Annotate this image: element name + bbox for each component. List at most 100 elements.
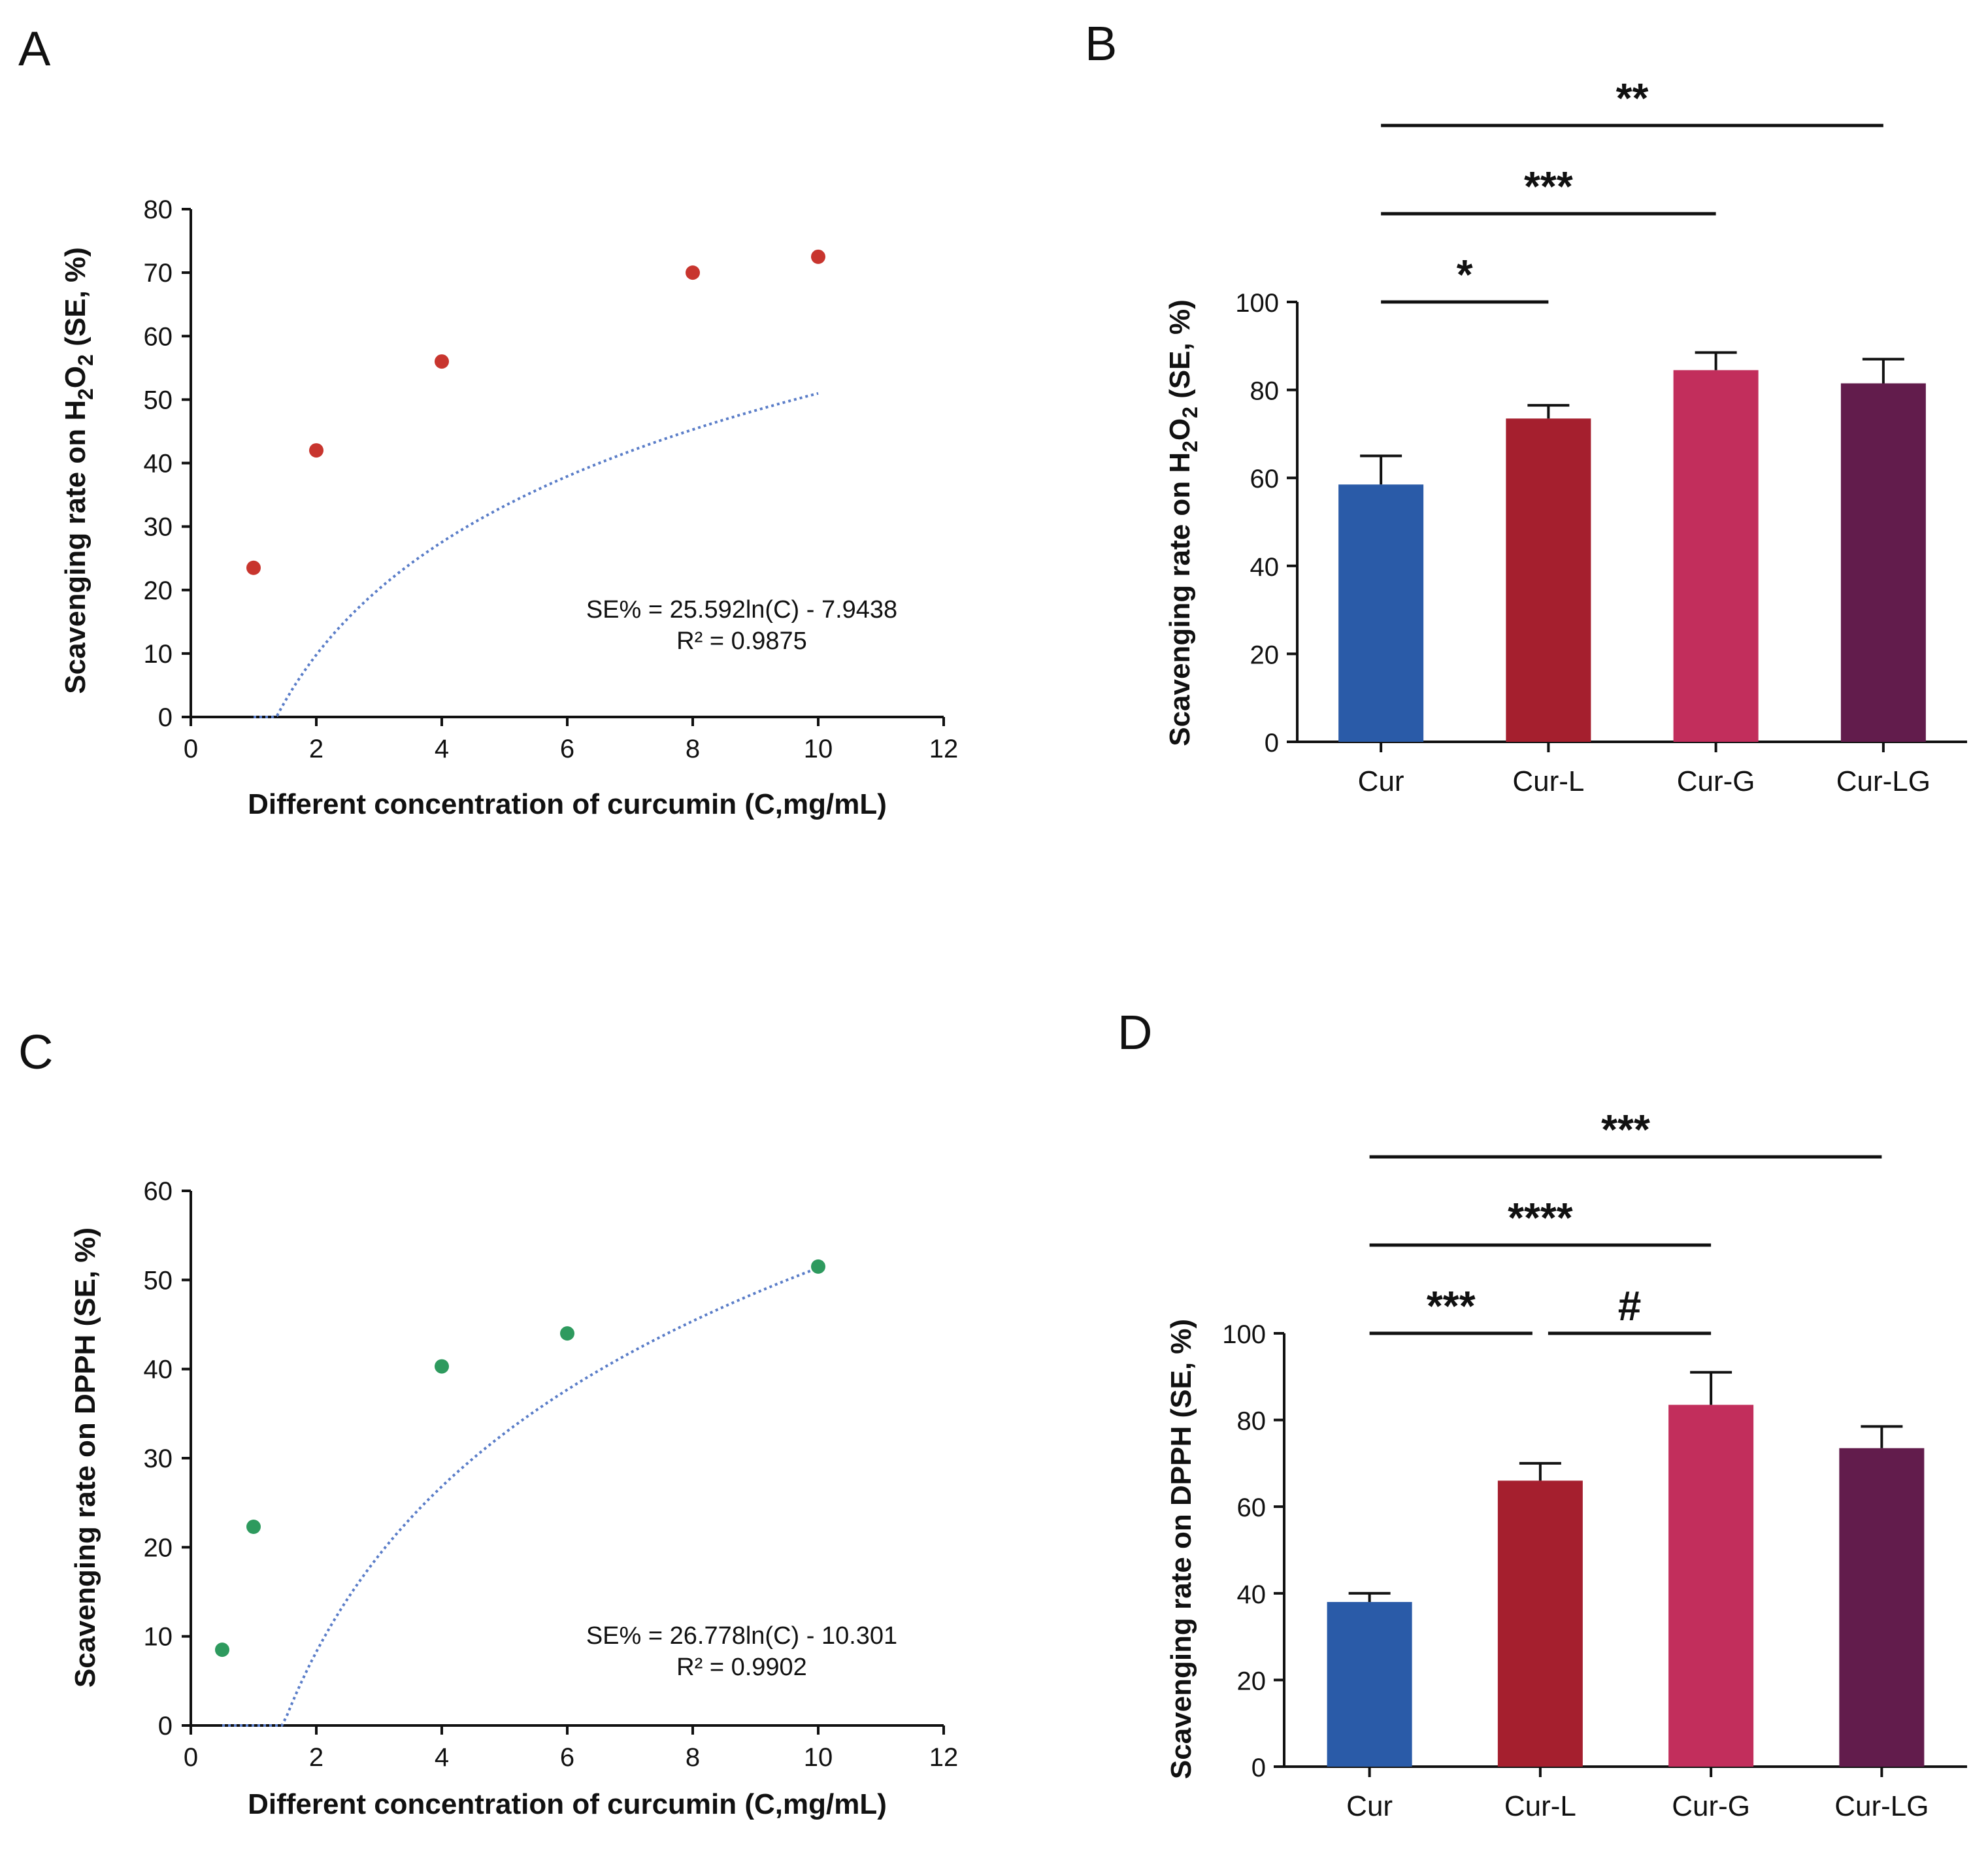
panel-letter: C (18, 1025, 53, 1079)
x-tick-label: Cur-L (1504, 1790, 1576, 1822)
panel-letter: D (1118, 1005, 1152, 1059)
y-axis-label-part: Scavenging rate on H (1164, 452, 1196, 746)
x-tick-label: 2 (309, 735, 323, 763)
y-tick-label: 60 (1250, 465, 1280, 493)
y-axis-label: Scavenging rate on DPPH (SE, %) (69, 1227, 101, 1688)
r-squared: R² = 0.9902 (676, 1654, 807, 1681)
r-squared: R² = 0.9875 (676, 627, 807, 655)
y-axis-label-part: 2 (74, 388, 97, 400)
y-axis-label: Scavenging rate on H2O2 (SE, %) (59, 247, 97, 694)
data-point (309, 443, 323, 458)
y-tick-label: 0 (1251, 1754, 1266, 1782)
x-tick-label: 8 (686, 735, 700, 763)
x-tick-label: 2 (309, 1743, 323, 1772)
x-tick-label: Cur-G (1672, 1790, 1750, 1822)
y-tick-label: 60 (144, 1177, 173, 1206)
x-tick-label: 0 (184, 735, 198, 763)
bar (1498, 1480, 1583, 1767)
y-tick-label: 0 (158, 703, 173, 732)
y-axis-label-part: 2 (74, 354, 97, 366)
y-axis-label-part: 2 (1178, 407, 1202, 418)
data-point (246, 561, 261, 575)
y-axis-label: Scavenging rate on DPPH (SE, %) (1165, 1319, 1197, 1779)
significance-label: *** (1427, 1282, 1476, 1329)
y-tick-label: 20 (1250, 641, 1280, 669)
x-tick-label: 6 (560, 735, 574, 763)
x-tick-label: 12 (929, 735, 959, 763)
y-tick-label: 100 (1235, 289, 1279, 318)
x-tick-label: 12 (929, 1743, 959, 1772)
y-tick-label: 40 (144, 450, 173, 478)
panel-c: C 0 10 20 30 40 50 60 0 2 4 6 8 10 12 SE% = 26.778ln(C)… (18, 1025, 958, 1820)
significance-label: *** (1524, 163, 1573, 210)
bar (1839, 1448, 1924, 1767)
x-tick-label: Cur (1358, 765, 1404, 797)
y-tick-label: 10 (144, 1623, 173, 1652)
significance-label: ** (1616, 75, 1649, 122)
data-point (811, 250, 825, 264)
x-tick-label: 10 (804, 735, 833, 763)
y-tick-label: 80 (144, 195, 173, 224)
y-tick-label: 20 (144, 1533, 173, 1562)
y-tick-label: 100 (1222, 1320, 1266, 1349)
bar (1338, 484, 1423, 742)
y-axis-label-part: Scavenging rate on H (59, 400, 91, 694)
panel-a: A 0 10 20 30 40 50 60 70 80 0 2 4 6 8 10 12 SE% = 25.592l… (18, 22, 958, 820)
bar (1327, 1602, 1412, 1767)
data-point (560, 1326, 574, 1341)
significance-label: * (1457, 251, 1473, 298)
y-tick-label: 40 (144, 1356, 173, 1384)
x-tick-label: 6 (560, 1743, 574, 1772)
y-tick-label: 40 (1237, 1580, 1267, 1609)
figure: A010203040506070800 2 4 6 8 10 12SE% = 25.592l… (0, 0, 1988, 1866)
x-tick-label: Cur (1346, 1790, 1393, 1822)
y-axis-label: Scavenging rate on H2O2 (SE, %) (1164, 299, 1202, 746)
data-point (686, 265, 700, 280)
y-tick-label: 50 (144, 1266, 173, 1295)
y-tick-label: 80 (1237, 1407, 1267, 1436)
significance-label: # (1618, 1282, 1642, 1329)
y-axis-label-part: (SE, %) (59, 247, 91, 354)
y-tick-label: 60 (1237, 1493, 1267, 1522)
y-tick-label: 70 (144, 259, 173, 288)
fit-equation: SE% = 26.778ln(C) - 10.301 (586, 1622, 897, 1650)
x-tick-label: 0 (184, 1743, 198, 1772)
panel-letter: A (18, 22, 51, 76)
data-point (215, 1642, 229, 1657)
y-tick-label: 80 (1250, 377, 1280, 406)
significance-label: *** (1601, 1106, 1650, 1153)
y-tick-label: 0 (158, 1712, 173, 1741)
y-tick-label: 50 (144, 386, 173, 414)
bar (1841, 384, 1926, 742)
panel-letter: B (1085, 16, 1117, 71)
trendline (254, 393, 818, 717)
x-tick-label: Cur-LG (1836, 765, 1930, 797)
x-tick-label: Cur-L (1512, 765, 1584, 797)
bar (1674, 370, 1759, 742)
y-axis-label-part: 2 (1178, 441, 1202, 452)
x-tick-label: Cur-LG (1834, 1790, 1929, 1822)
x-tick-label: 8 (686, 1743, 700, 1772)
x-tick-label: 10 (804, 1743, 833, 1772)
data-point (246, 1520, 261, 1534)
significance-label: **** (1508, 1194, 1573, 1241)
y-tick-label: 30 (144, 513, 173, 542)
bar (1506, 418, 1591, 742)
y-tick-label: 0 (1265, 729, 1279, 758)
x-tick-label: 4 (435, 1743, 449, 1772)
y-axis-label-part: O (1164, 418, 1196, 441)
x-tick-label: 4 (435, 735, 449, 763)
data-point (435, 1359, 449, 1374)
fit-equation: SE% = 25.592ln(C) - 7.9438 (586, 596, 897, 624)
y-tick-label: 20 (1237, 1667, 1267, 1695)
y-tick-label: 60 (144, 322, 173, 351)
bar (1668, 1405, 1753, 1767)
data-point (435, 354, 449, 369)
x-axis-label: Different concentration of curcumin (C,m… (248, 1788, 887, 1820)
y-axis-label-part: O (59, 366, 91, 388)
data-point (811, 1259, 825, 1274)
y-tick-label: 40 (1250, 553, 1280, 582)
y-axis-label-part: (SE, %) (1164, 299, 1196, 407)
